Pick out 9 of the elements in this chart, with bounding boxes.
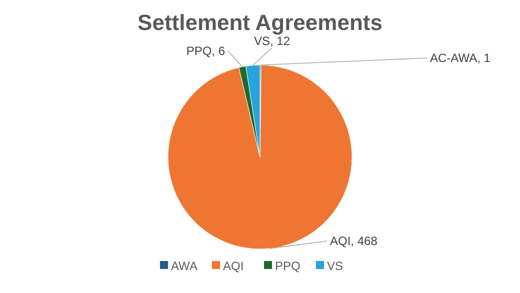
legend-label: VS (327, 259, 344, 273)
data-label: VS, 12 (254, 34, 290, 48)
data-label: PPQ, 6 (186, 44, 226, 58)
data-label: AC-AWA, 1 (430, 51, 491, 65)
legend-label: AWA (171, 259, 198, 273)
chart-title: Settlement Agreements (138, 10, 382, 35)
legend-label: PPQ (275, 259, 300, 273)
legend-label: AQI (223, 259, 244, 273)
data-label: AQI, 468 (330, 234, 378, 248)
